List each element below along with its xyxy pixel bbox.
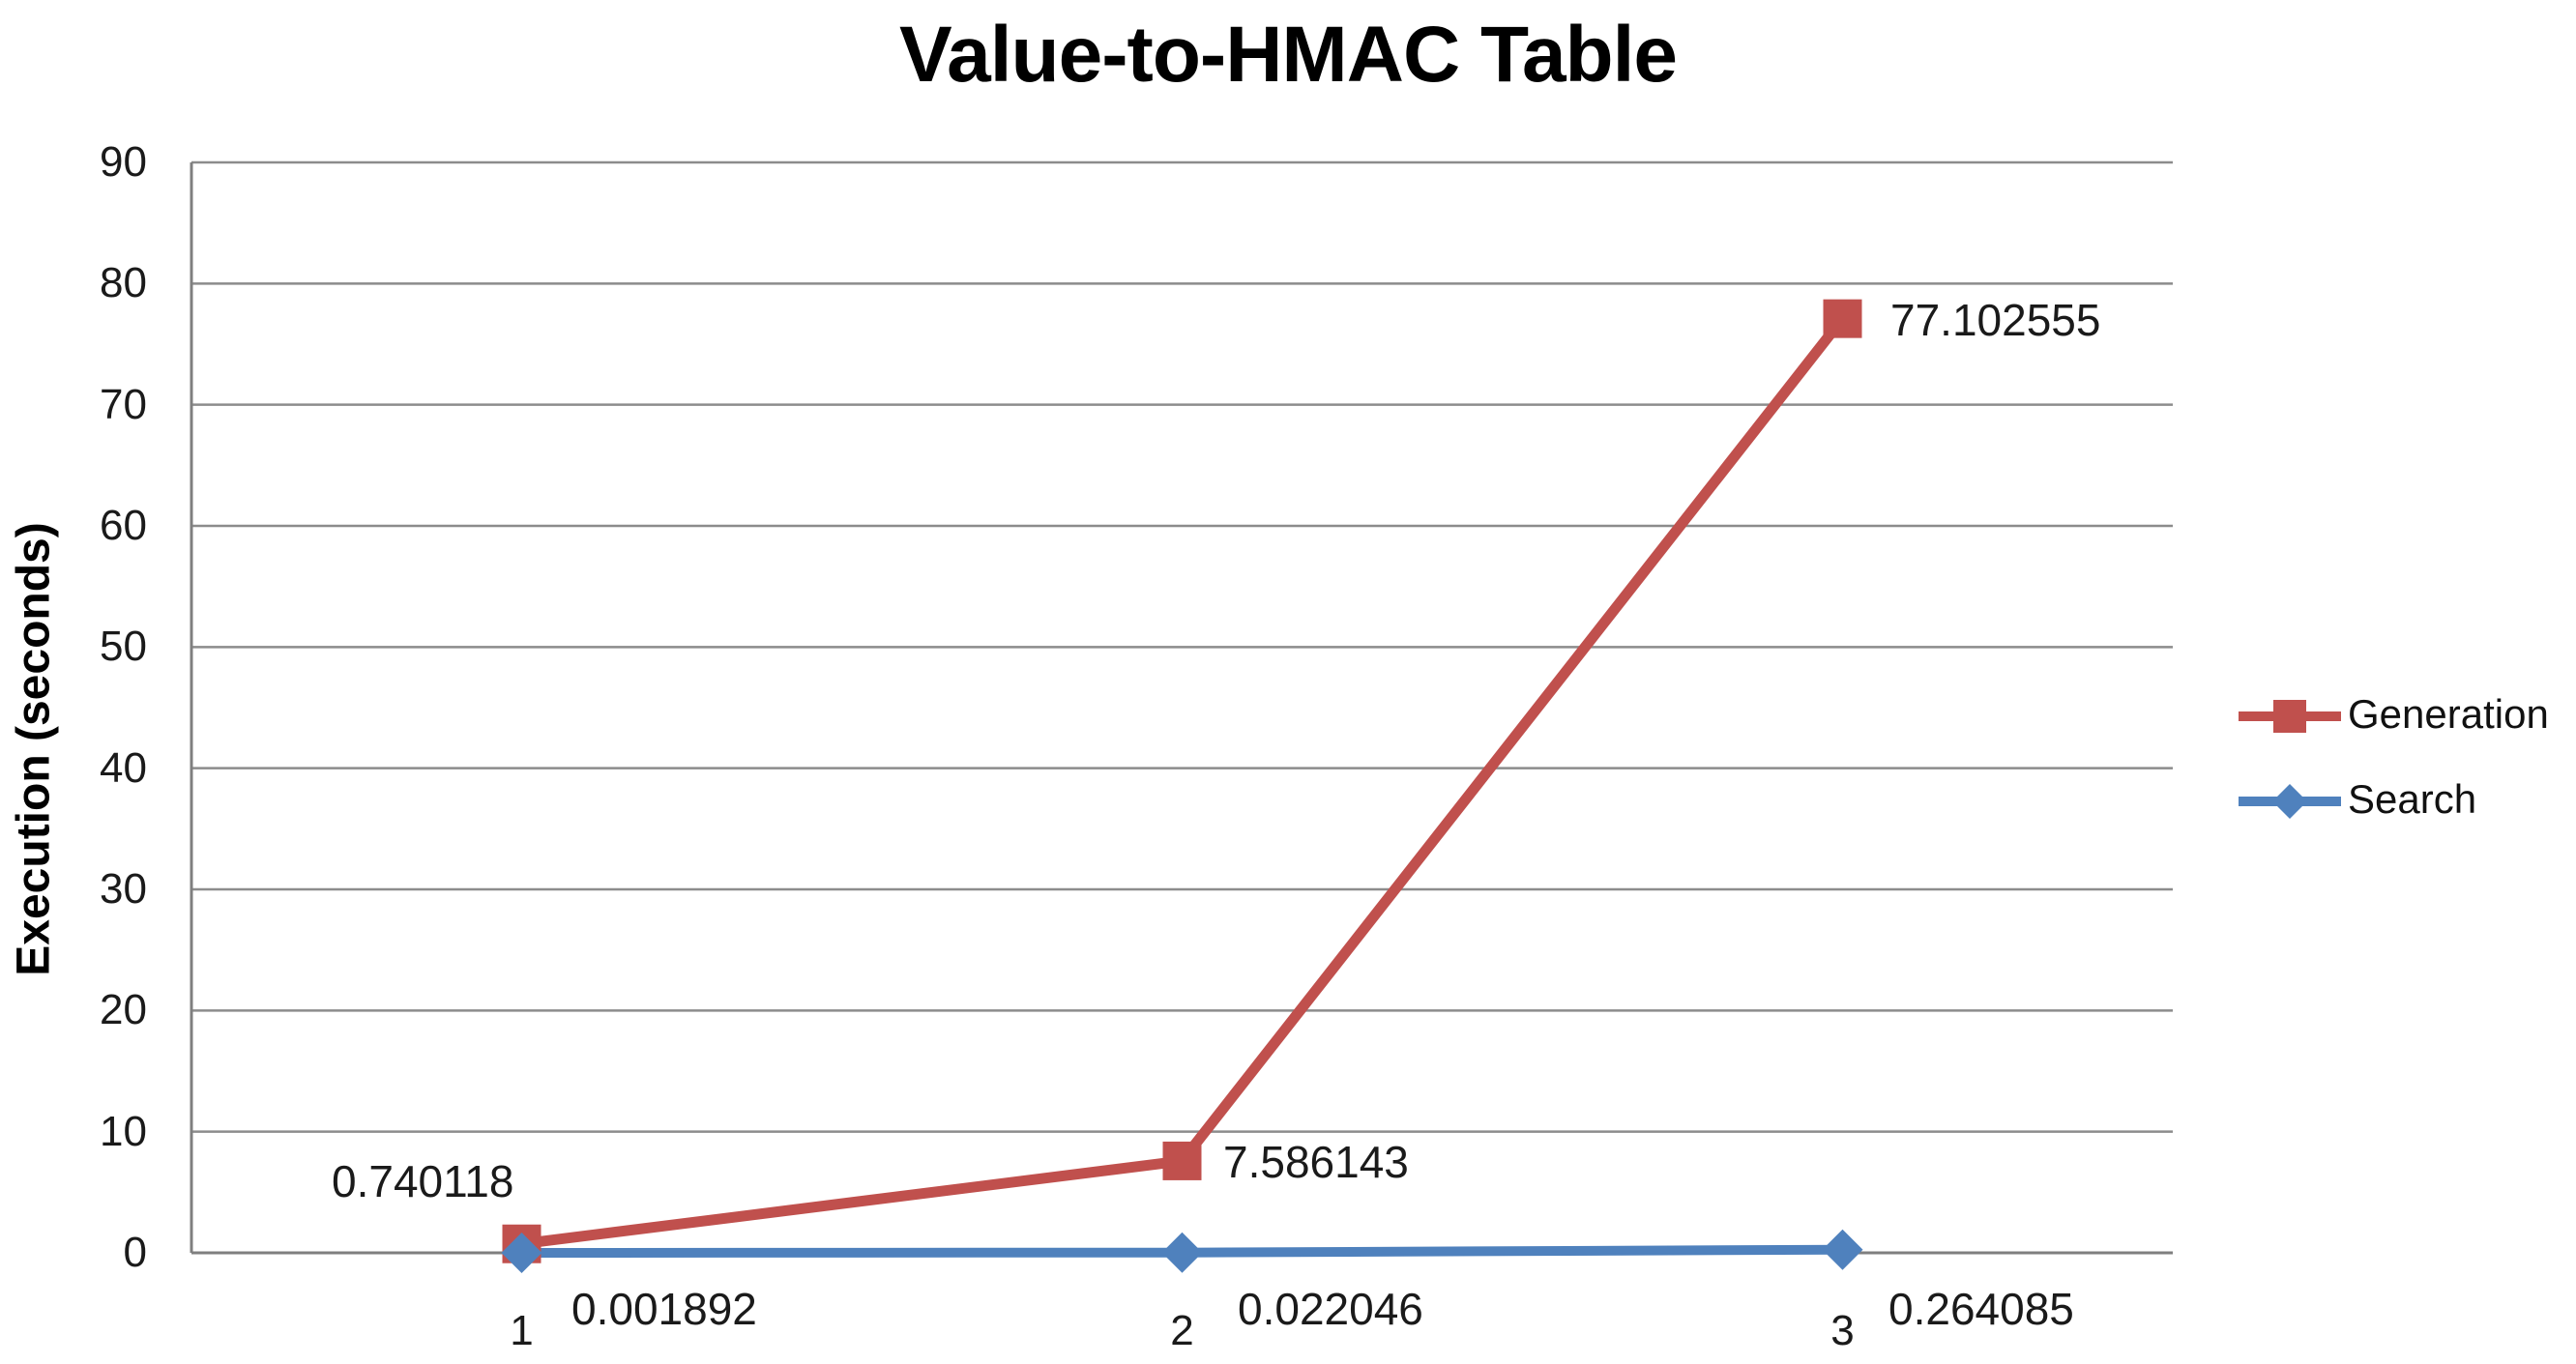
data-label-generation-2: 7.586143 [1223, 1137, 1409, 1187]
marker-search-3 [1822, 1229, 1863, 1270]
legend-label-search: Search [2348, 776, 2477, 822]
y-tick-label: 70 [100, 380, 147, 428]
legend-label-generation: Generation [2348, 691, 2549, 737]
x-category-label: 3 [1830, 1307, 1855, 1354]
marker-search-2 [1161, 1232, 1203, 1273]
data-label-search-2: 0.022046 [1238, 1284, 1423, 1334]
y-tick-label: 50 [100, 623, 147, 671]
marker-generation-2 [1162, 1141, 1202, 1180]
data-label-generation-3: 77.102555 [1890, 295, 2101, 345]
legend-swatch-search-icon [2272, 784, 2307, 819]
y-tick-label: 30 [100, 865, 147, 913]
marker-generation-3 [1823, 299, 1862, 338]
legend-swatch-generation-icon [2273, 700, 2306, 733]
data-label-generation-1: 0.740118 [332, 1156, 514, 1206]
chart-title: Value-to-HMAC Table [898, 11, 1678, 99]
data-label-search-1: 0.001892 [571, 1284, 757, 1334]
y-tick-label: 20 [100, 986, 147, 1034]
y-tick-label: 40 [100, 743, 147, 792]
x-category-label: 2 [1170, 1307, 1194, 1354]
y-tick-label: 0 [123, 1229, 147, 1276]
series-line-generation [520, 315, 1847, 1250]
x-category-label: 1 [510, 1307, 534, 1354]
y-tick-label: 60 [100, 502, 147, 549]
data-label-search-3: 0.264085 [1888, 1284, 2074, 1334]
y-tick-label: 10 [100, 1107, 147, 1155]
y-tick-label: 90 [100, 138, 147, 186]
marker-search-1 [501, 1232, 542, 1273]
y-tick-label: 80 [100, 259, 147, 307]
